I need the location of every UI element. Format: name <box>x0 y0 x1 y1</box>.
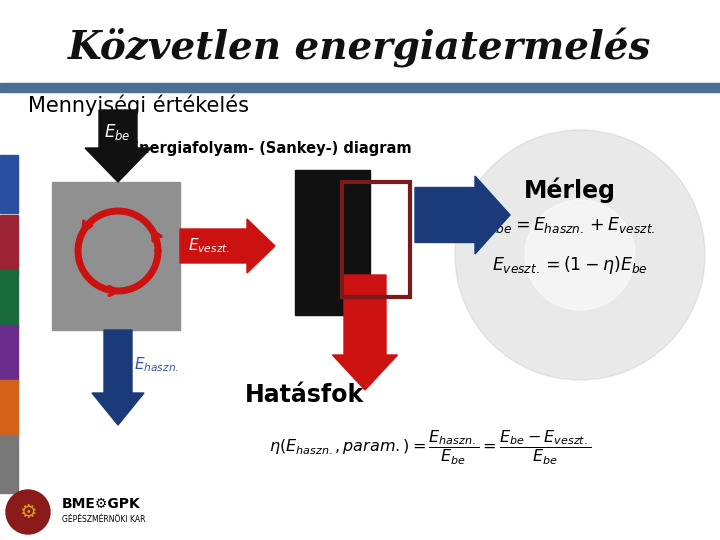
Bar <box>0 155 18 213</box>
Bar <box>0 325 18 383</box>
FancyArrow shape <box>333 275 397 390</box>
Bar <box>0 215 18 273</box>
Text: Közvetlen energiatermelés: Közvetlen energiatermelés <box>68 28 652 68</box>
Text: $E_{veszt.}$: $E_{veszt.}$ <box>188 237 230 255</box>
Bar <box>342 182 410 297</box>
Text: Energiafolyam- (Sankey-) diagram: Energiafolyam- (Sankey-) diagram <box>129 140 411 156</box>
Text: $E_{be}=E_{haszn.}+E_{veszt.}$: $E_{be}=E_{haszn.}+E_{veszt.}$ <box>485 215 655 235</box>
Text: $E_{haszn.}$: $E_{haszn.}$ <box>134 356 179 374</box>
Text: $E_{veszt.}=(1-\eta)E_{be}$: $E_{veszt.}=(1-\eta)E_{be}$ <box>492 254 648 276</box>
Text: ⚙: ⚙ <box>19 503 37 522</box>
Text: Hatásfok: Hatásfok <box>245 383 364 407</box>
Bar <box>0 83 720 92</box>
FancyArrow shape <box>180 219 275 273</box>
FancyArrow shape <box>92 330 144 425</box>
Text: Mérleg: Mérleg <box>524 177 616 202</box>
Bar <box>0 380 18 438</box>
Text: BME⚙GPK: BME⚙GPK <box>62 497 140 511</box>
Text: Mennyiségi értékelés: Mennyiségi értékelés <box>28 94 249 116</box>
Circle shape <box>6 490 50 534</box>
Bar <box>295 170 370 315</box>
Bar <box>52 182 180 330</box>
Text: $E_{be}$: $E_{be}$ <box>104 122 130 142</box>
FancyArrow shape <box>415 176 510 254</box>
Bar <box>0 270 18 328</box>
Bar <box>0 435 18 493</box>
Circle shape <box>455 130 705 380</box>
FancyArrow shape <box>85 110 151 182</box>
Circle shape <box>525 200 635 310</box>
Text: $\eta(E_{haszn.},\mathit{param.})=\dfrac{E_{haszn.}}{E_{be}}=\dfrac{E_{be}-E_{ve: $\eta(E_{haszn.},\mathit{param.})=\dfrac… <box>269 429 591 467</box>
Text: GÉPÉSZMÉRNÖKI KAR: GÉPÉSZMÉRNÖKI KAR <box>62 516 145 524</box>
